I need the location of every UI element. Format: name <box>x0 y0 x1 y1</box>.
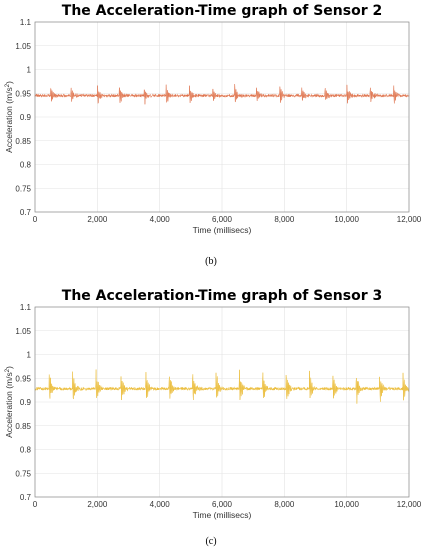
plot-frame <box>34 306 410 498</box>
x-tick-label: 8,000 <box>274 500 295 509</box>
x-tick-label: 6,000 <box>212 500 233 509</box>
y-tick-label: 1.1 <box>20 303 32 312</box>
y-axis-label-close: ) <box>4 366 14 369</box>
x-tick-label: 0 <box>33 500 38 509</box>
y-axis-label-sup: 2 <box>5 368 11 372</box>
x-tick-label: 8,000 <box>274 215 295 224</box>
x-axis-label: Time (millisecs) <box>193 225 252 235</box>
figure-caption: (b) <box>205 256 217 267</box>
series-signal <box>34 369 410 404</box>
chart-title: The Acceleration-Time graph of Sensor 2 <box>62 3 382 19</box>
series-signal <box>34 84 410 105</box>
x-tick-label: 10,000 <box>334 215 359 224</box>
y-axis-label-main: Acceleration (m/s <box>4 87 14 153</box>
y-tick-label: 0.95 <box>15 374 31 383</box>
x-tick-label: 0 <box>33 215 38 224</box>
y-tick-label: 0.7 <box>20 208 32 217</box>
y-tick-label: 1 <box>27 351 32 360</box>
y-tick-label: 0.8 <box>20 446 32 455</box>
y-axis-label-sup: 2 <box>5 83 11 87</box>
x-tick-label: 12,000 <box>397 215 422 224</box>
y-tick-label: 0.8 <box>20 161 32 170</box>
y-axis-label: Acceleration (m/s2) <box>4 366 14 438</box>
x-tick-label: 4,000 <box>150 500 171 509</box>
chart-sensor-2: The Acceleration-Time graph of Sensor 2 … <box>4 3 422 267</box>
y-tick-label: 0.9 <box>20 398 32 407</box>
y-tick-labels: 0.7 0.75 0.8 0.85 0.9 0.95 1 1.05 1.1 <box>15 18 31 217</box>
chart-title: The Acceleration-Time graph of Sensor 3 <box>62 288 382 304</box>
y-tick-label: 1.05 <box>15 42 31 51</box>
x-tick-label: 10,000 <box>334 500 359 509</box>
grid <box>34 21 410 213</box>
y-axis-label: Acceleration (m/s2) <box>4 81 14 153</box>
grid <box>34 306 410 498</box>
y-tick-label: 0.75 <box>15 469 31 478</box>
x-tick-label: 4,000 <box>150 215 171 224</box>
x-axis-label: Time (millisecs) <box>193 510 252 520</box>
y-tick-label: 0.85 <box>15 422 31 431</box>
series-line <box>34 369 410 404</box>
y-axis-label-close: ) <box>4 81 14 84</box>
y-tick-label: 1 <box>27 66 32 75</box>
y-tick-labels: 0.7 0.75 0.8 0.85 0.9 0.95 1 1.05 1.1 <box>15 303 31 502</box>
y-tick-label: 0.85 <box>15 137 31 146</box>
chart-sensor-3: The Acceleration-Time graph of Sensor 3 … <box>4 288 422 547</box>
x-tick-label: 12,000 <box>397 500 422 509</box>
x-tick-labels: 0 2,000 4,000 6,000 8,000 10,000 12,000 <box>33 215 422 224</box>
y-tick-label: 1.1 <box>20 18 32 27</box>
y-axis-label-main: Acceleration (m/s <box>4 372 14 438</box>
y-tick-label: 1.05 <box>15 327 31 336</box>
plot-frame <box>34 21 410 213</box>
figure-caption: (c) <box>205 536 216 547</box>
x-tick-labels: 0 2,000 4,000 6,000 8,000 10,000 12,000 <box>33 500 422 509</box>
x-tick-label: 2,000 <box>87 215 108 224</box>
y-tick-label: 0.9 <box>20 113 32 122</box>
x-tick-label: 2,000 <box>87 500 108 509</box>
y-tick-label: 0.95 <box>15 89 31 98</box>
y-tick-label: 0.75 <box>15 184 31 193</box>
y-tick-label: 0.7 <box>20 493 32 502</box>
series-line <box>34 84 410 105</box>
x-tick-label: 6,000 <box>212 215 233 224</box>
